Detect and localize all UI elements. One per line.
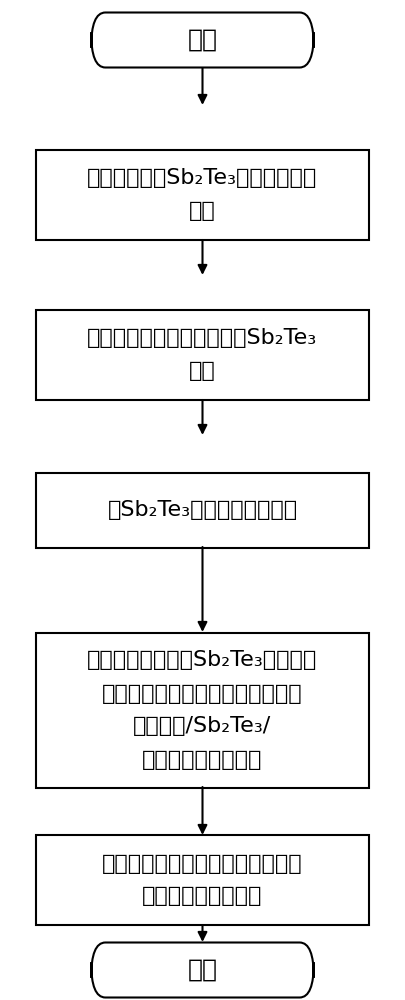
- FancyBboxPatch shape: [36, 473, 369, 548]
- Text: 开始: 开始: [188, 28, 217, 52]
- FancyBboxPatch shape: [36, 310, 369, 400]
- Text: 结束: 结束: [188, 958, 217, 982]
- Text: 薄膜: 薄膜: [189, 361, 216, 381]
- FancyBboxPatch shape: [36, 835, 369, 925]
- Text: 光电探测器件或线列: 光电探测器件或线列: [142, 886, 263, 906]
- FancyBboxPatch shape: [36, 633, 369, 788]
- Text: 镀第一有机材料形成增强吸收层，: 镀第一有机材料形成增强吸收层，: [102, 684, 303, 704]
- FancyBboxPatch shape: [91, 12, 314, 68]
- Text: 对Sb₂Te₃薄膜进行退火处理: 对Sb₂Te₃薄膜进行退火处理: [107, 500, 298, 520]
- FancyBboxPatch shape: [91, 942, 314, 998]
- Text: 在完成退火处理的Sb₂Te₃薄膜上蒸: 在完成退火处理的Sb₂Te₃薄膜上蒸: [87, 651, 318, 671]
- Text: 在衬底上蒸镀Sb₂Te₃薄膜生长的催: 在衬底上蒸镀Sb₂Te₃薄膜生长的催: [87, 168, 318, 188]
- Text: 形成衬底/Sb₂Te₃/: 形成衬底/Sb₂Te₃/: [133, 716, 272, 736]
- Text: 第一有机材料异质结: 第一有机材料异质结: [142, 750, 263, 770]
- Text: 在异质结两端制备电极得到碲化锑: 在异质结两端制备电极得到碲化锑: [102, 854, 303, 874]
- FancyBboxPatch shape: [36, 150, 369, 240]
- Text: 化层: 化层: [189, 201, 216, 221]
- Text: 在具有催化层的衬底上蒸镀Sb₂Te₃: 在具有催化层的衬底上蒸镀Sb₂Te₃: [87, 328, 318, 349]
